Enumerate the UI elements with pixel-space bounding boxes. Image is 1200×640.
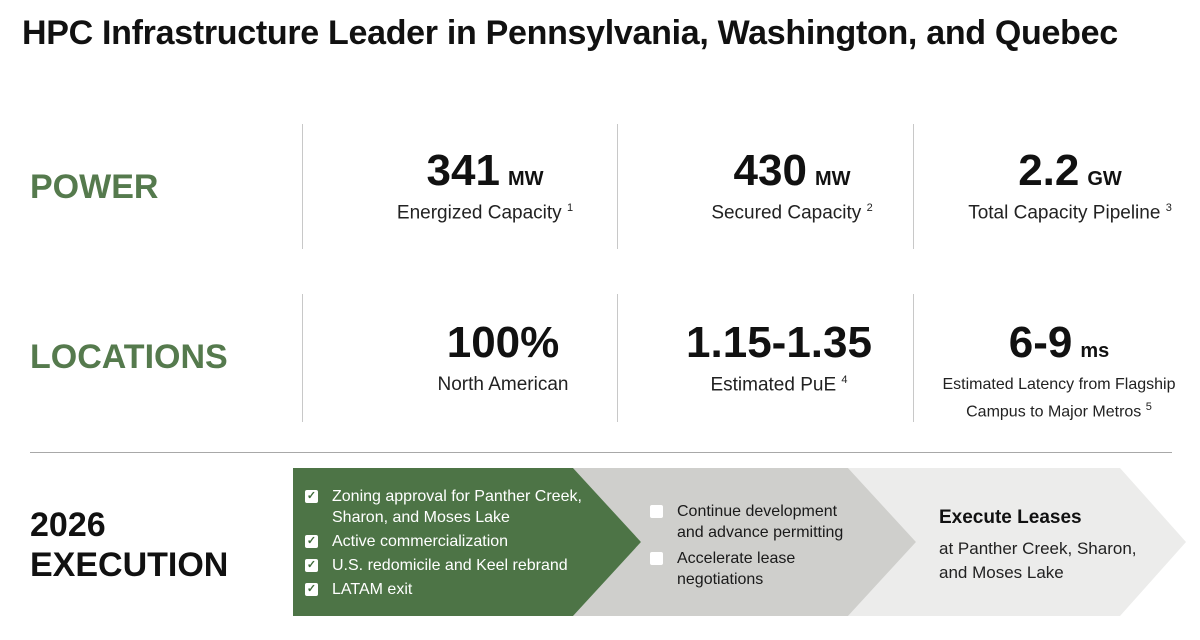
metric-label-line1: Estimated Latency from Flagship: [942, 376, 1176, 393]
metric-unit: MW: [507, 168, 544, 190]
metric-secured-capacity: 430 MW Secured Capacity 2: [667, 146, 917, 224]
metric-label: Secured Capacity: [711, 202, 862, 224]
list-item: ✓ Zoning approval for Panther Creek, Sha…: [305, 486, 595, 528]
page-title: HPC Infrastructure Leader in Pennsylvani…: [22, 14, 1118, 52]
metric-label: North American: [437, 374, 569, 395]
metric-total-capacity-pipeline: 2.2 GW Total Capacity Pipeline 3: [945, 146, 1195, 224]
list-item-text: Active commercialization: [332, 533, 509, 550]
stage2-checklist: Continue development and advance permitt…: [650, 501, 865, 595]
list-item-text: Zoning approval for Panther Creek, Sharo…: [332, 488, 582, 526]
metric-estimated-pue: 1.15-1.35 Estimated PuE 4: [654, 318, 904, 396]
metric-value: 430: [733, 146, 807, 195]
metric-value: 2.2: [1018, 146, 1080, 195]
metric-value: 1.15-1.35: [686, 318, 872, 367]
footnote-marker: 2: [866, 202, 873, 214]
checkbox-empty-icon: [650, 505, 663, 518]
execution-label-word: EXECUTION: [30, 546, 229, 584]
locations-row-label: LOCATIONS: [30, 338, 228, 376]
metric-unit: ms: [1080, 340, 1110, 362]
checkbox-empty-icon: [650, 552, 663, 565]
metric-estimated-latency: 6-9 ms Estimated Latency from Flagship Ca…: [928, 318, 1190, 423]
metric-value: 100%: [446, 318, 560, 367]
list-item-text: LATAM exit: [332, 581, 413, 598]
list-item-text: Accelerate lease negotiations: [677, 550, 796, 588]
execution-label-year: 2026: [30, 506, 106, 544]
footnote-marker: 1: [566, 202, 574, 214]
metric-energized-capacity: 341 MW Energized Capacity 1: [360, 146, 610, 224]
metric-label-line2: Campus to Major Metros: [966, 403, 1142, 421]
footnote-marker: 5: [1145, 401, 1152, 413]
divider: [302, 124, 303, 249]
power-row-label: POWER: [30, 168, 159, 206]
metric-label: Estimated PuE: [710, 374, 837, 396]
footnote-marker: 3: [1165, 202, 1172, 214]
stage1-checklist: ✓ Zoning approval for Panther Creek, Sha…: [305, 486, 595, 603]
divider: [302, 294, 303, 422]
section-divider: [30, 452, 1172, 453]
divider: [913, 124, 914, 249]
metric-unit: GW: [1087, 168, 1122, 190]
execution-chevron-stage3: [848, 468, 1186, 616]
metric-label: Total Capacity Pipeline: [968, 202, 1161, 224]
execution-row-label: 2026 EXECUTION: [30, 505, 228, 585]
checkbox-checked-icon: ✓: [305, 535, 318, 548]
list-item: Continue development and advance permitt…: [650, 501, 865, 543]
divider: [617, 124, 618, 249]
metric-value: 6-9: [1008, 318, 1073, 367]
metric-value: 341: [426, 146, 500, 195]
metric-north-american: 100% North American: [378, 318, 628, 396]
list-item: ✓ LATAM exit: [305, 579, 595, 600]
list-item: ✓ U.S. redomicile and Keel rebrand: [305, 555, 595, 576]
metric-label: Energized Capacity: [396, 202, 562, 224]
checkbox-checked-icon: ✓: [305, 490, 318, 503]
checkbox-checked-icon: ✓: [305, 583, 318, 596]
list-item-text: Continue development and advance permitt…: [677, 503, 844, 541]
footnote-marker: 4: [841, 374, 848, 386]
execution-chevron-stage1: [293, 468, 641, 616]
divider: [913, 294, 914, 422]
list-item-text: U.S. redomicile and Keel rebrand: [332, 557, 568, 574]
execute-leases-text: at Panther Creek, Sharon, and Moses Lake: [939, 539, 1137, 582]
divider: [617, 294, 618, 422]
list-item: ✓ Active commercialization: [305, 531, 595, 552]
execute-leases-title: Execute Leases: [939, 507, 1082, 528]
metric-unit: MW: [814, 168, 851, 190]
list-item: Accelerate lease negotiations: [650, 548, 865, 590]
checkbox-checked-icon: ✓: [305, 559, 318, 572]
